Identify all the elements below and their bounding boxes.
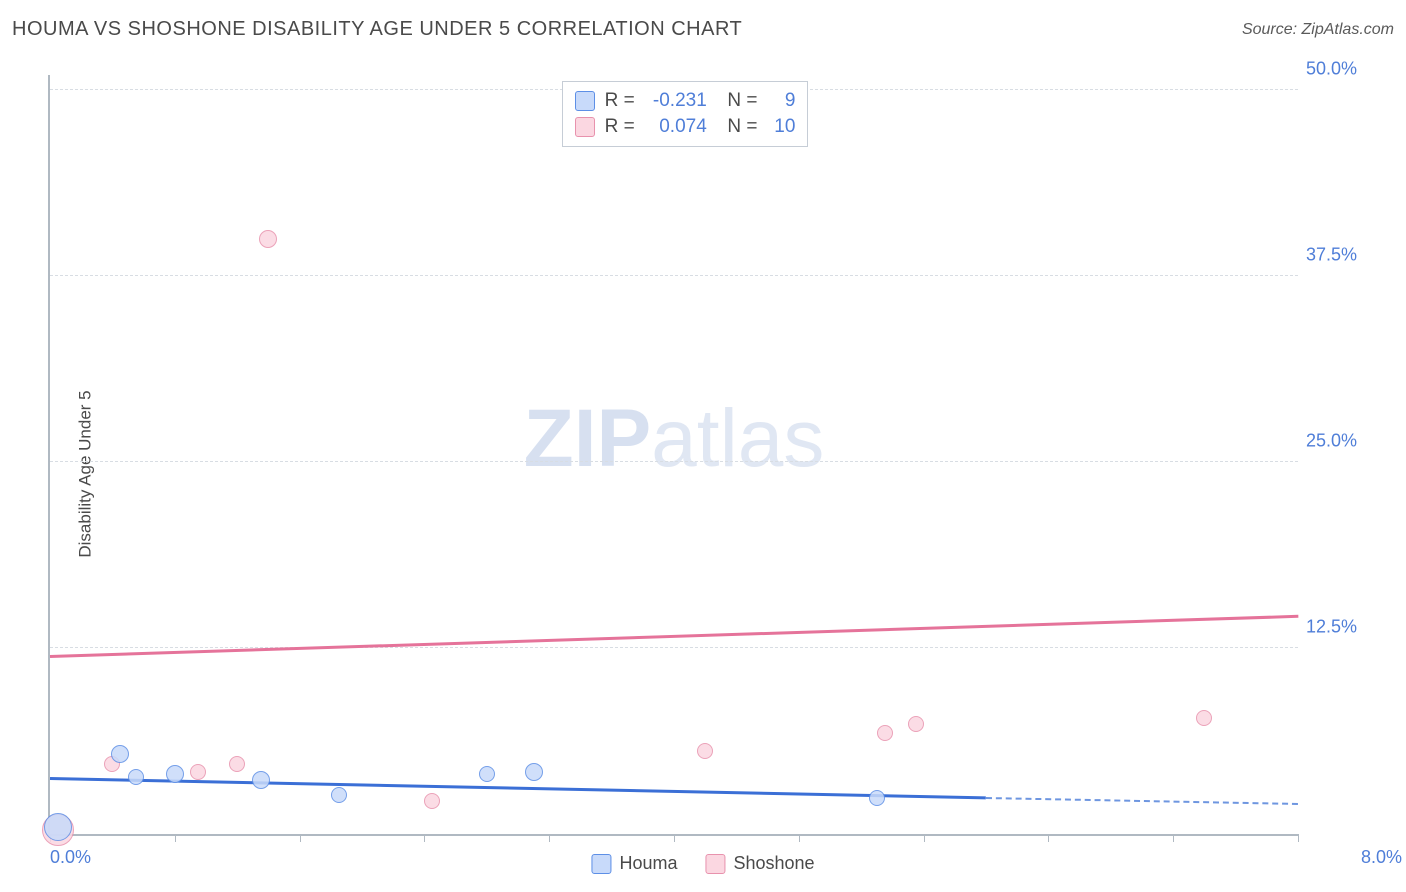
legend-label-houma: Houma [619, 853, 677, 874]
stats-row: R = 0.074 N = 10 [575, 114, 796, 140]
stats-legend: R = -0.231 N = 9 R = 0.074 N = 10 [562, 81, 809, 147]
chart-title: HOUMA VS SHOSHONE DISABILITY AGE UNDER 5… [12, 18, 742, 41]
data-point [252, 771, 270, 789]
data-point [111, 745, 129, 763]
legend-label-shoshone: Shoshone [733, 853, 814, 874]
y-tick-label: 12.5% [1306, 616, 1398, 637]
y-tick-label: 37.5% [1306, 244, 1398, 265]
y-tick-label: 25.0% [1306, 430, 1398, 451]
stats-row: R = -0.231 N = 9 [575, 88, 796, 114]
watermark-bold: ZIP [524, 393, 652, 484]
legend-swatch-shoshone [705, 854, 725, 874]
data-point [877, 725, 893, 741]
legend-item-shoshone: Shoshone [705, 853, 814, 874]
data-point [128, 769, 144, 785]
x-tick-label-max: 8.0% [1361, 847, 1402, 868]
x-tick-mark [549, 834, 550, 842]
x-tick-mark [1048, 834, 1049, 842]
data-point [1196, 710, 1212, 726]
data-point [869, 790, 885, 806]
trend-line [50, 777, 986, 799]
stats-r-value: 0.074 [645, 114, 707, 140]
x-tick-mark [1298, 834, 1299, 842]
x-tick-mark [424, 834, 425, 842]
data-point [190, 764, 206, 780]
gridline-h [50, 647, 1298, 648]
data-point [44, 813, 72, 841]
x-tick-mark [175, 834, 176, 842]
data-point [166, 765, 184, 783]
data-point [259, 230, 277, 248]
stats-n-label: N = [717, 114, 758, 140]
source-label: Source: ZipAtlas.com [1242, 21, 1394, 39]
stats-n-label: N = [717, 88, 758, 114]
data-point [908, 716, 924, 732]
stats-swatch [575, 91, 595, 111]
stats-r-label: R = [605, 114, 635, 140]
plot-area: ZIPatlas 12.5%25.0%37.5%50.0%0.0%8.0%R =… [48, 75, 1298, 836]
trend-line [50, 615, 1298, 658]
header-row: HOUMA VS SHOSHONE DISABILITY AGE UNDER 5… [12, 18, 1394, 41]
y-tick-label: 50.0% [1306, 58, 1398, 79]
watermark: ZIPatlas [524, 392, 825, 486]
watermark-rest: atlas [651, 393, 824, 484]
trend-line [986, 797, 1298, 805]
stats-r-label: R = [605, 88, 635, 114]
x-tick-label-min: 0.0% [50, 847, 91, 868]
x-tick-mark [300, 834, 301, 842]
data-point [697, 743, 713, 759]
stats-r-value: -0.231 [645, 88, 707, 114]
x-tick-mark [799, 834, 800, 842]
chart-area: Disability Age Under 5 ZIPatlas 12.5%25.… [0, 55, 1406, 892]
series-legend: Houma Shoshone [591, 853, 814, 874]
x-tick-mark [674, 834, 675, 842]
stats-n-value: 9 [767, 88, 795, 114]
stats-n-value: 10 [767, 114, 795, 140]
gridline-h [50, 275, 1298, 276]
gridline-h [50, 461, 1298, 462]
legend-swatch-houma [591, 854, 611, 874]
x-tick-mark [924, 834, 925, 842]
data-point [479, 766, 495, 782]
data-point [229, 756, 245, 772]
legend-item-houma: Houma [591, 853, 677, 874]
x-tick-mark [1173, 834, 1174, 842]
data-point [525, 763, 543, 781]
data-point [331, 787, 347, 803]
stats-swatch [575, 117, 595, 137]
data-point [424, 793, 440, 809]
